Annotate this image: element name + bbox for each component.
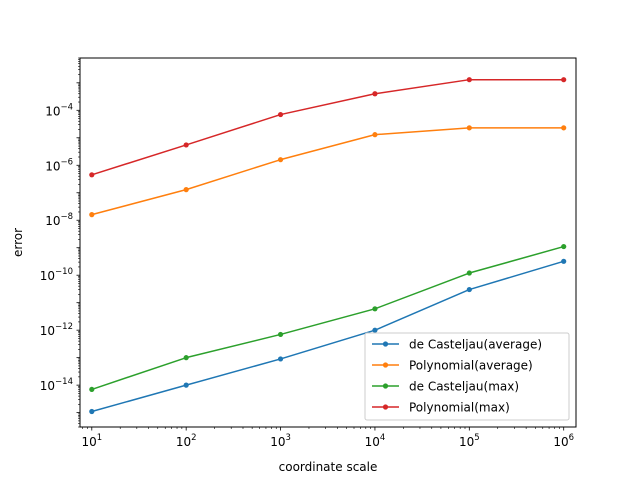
data-point xyxy=(372,132,378,138)
data-point xyxy=(89,408,95,415)
legend-item: de Casteljau(max) xyxy=(372,380,519,394)
x-tick-label: 106 xyxy=(553,433,574,449)
data-point xyxy=(183,142,189,148)
data-point xyxy=(466,77,472,83)
data-point xyxy=(89,212,95,218)
data-point xyxy=(183,355,189,361)
data-point xyxy=(561,77,567,83)
data-point xyxy=(561,243,567,250)
legend-item: Polynomial(max) xyxy=(372,401,510,415)
data-point xyxy=(183,382,189,388)
series-1 xyxy=(89,125,567,218)
x-tick-label: 101 xyxy=(81,433,102,449)
data-point xyxy=(89,172,95,178)
legend-item: de Casteljau(average) xyxy=(372,338,542,352)
series-0 xyxy=(89,258,567,415)
legend-label: de Casteljau(max) xyxy=(409,380,519,394)
series-layer xyxy=(89,77,567,415)
legend-box xyxy=(364,332,570,421)
data-point xyxy=(372,306,378,312)
y-tick-label: 10−6 xyxy=(45,157,73,173)
data-point xyxy=(277,331,284,338)
axes-frame xyxy=(79,57,577,428)
legend-marker xyxy=(382,404,389,410)
x-axis: 101 102 103 104 105 106 xyxy=(81,427,574,449)
y-axis: 10−14 10−12 10−10 10−8 10−6 10−4 xyxy=(40,57,80,428)
x-tick-label: 103 xyxy=(270,433,291,449)
data-point xyxy=(277,111,284,118)
data-point xyxy=(561,258,567,264)
data-point xyxy=(89,386,95,393)
x-tick-label: 105 xyxy=(459,433,480,449)
data-point xyxy=(277,157,284,163)
data-point xyxy=(277,356,284,362)
legend: de Casteljau(average) Polynomial(average)… xyxy=(364,332,570,421)
series-line xyxy=(91,260,564,413)
data-point xyxy=(183,187,189,193)
legend-label: Polynomial(average) xyxy=(409,359,533,373)
legend-item: Polynomial(average) xyxy=(372,359,533,373)
legend-label: de Casteljau(average) xyxy=(409,338,542,352)
legend-label: Polynomial(max) xyxy=(409,401,510,415)
y-tick-label: 10−10 xyxy=(40,267,73,283)
x-tick-label: 102 xyxy=(176,433,197,449)
series-line xyxy=(91,245,564,391)
y-tick-label: 10−14 xyxy=(40,377,73,393)
y-tick-label: 10−8 xyxy=(45,212,73,228)
y-tick-label: 10−12 xyxy=(40,322,73,338)
legend-marker xyxy=(382,362,389,368)
x-axis-title: coordinate scale xyxy=(279,460,378,474)
y-tick-label: 10−4 xyxy=(45,102,73,118)
series-line xyxy=(91,78,564,176)
data-point xyxy=(372,327,378,333)
legend-marker xyxy=(382,341,389,347)
data-point xyxy=(372,91,378,97)
data-point xyxy=(561,125,567,131)
data-point xyxy=(466,270,472,276)
data-point xyxy=(466,286,472,293)
series-2 xyxy=(89,243,567,393)
series-3 xyxy=(89,77,567,178)
y-axis-title: error xyxy=(11,228,25,257)
series-line xyxy=(91,127,564,216)
data-point xyxy=(466,125,472,131)
legend-marker xyxy=(382,383,389,389)
x-tick-label: 104 xyxy=(365,433,386,449)
